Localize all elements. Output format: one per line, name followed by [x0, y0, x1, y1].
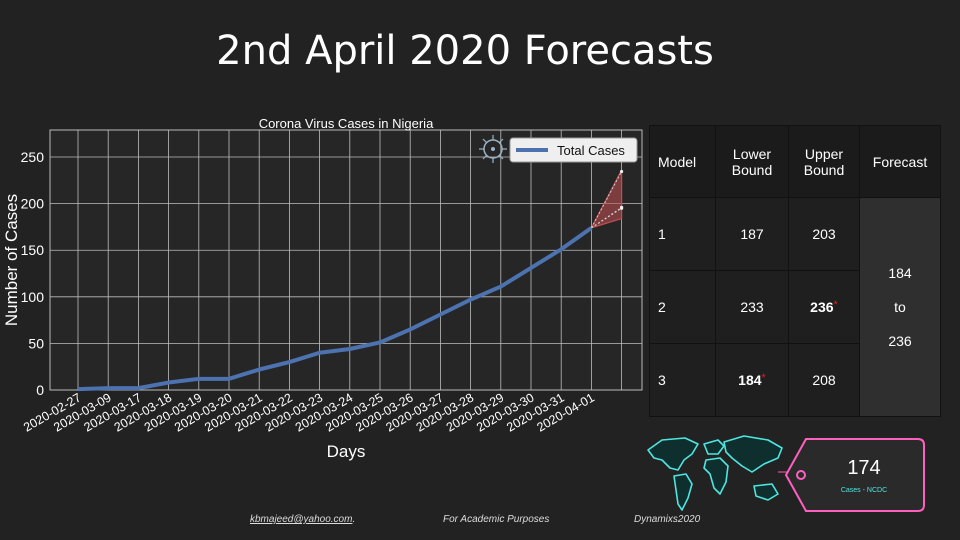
model-cell: 2 — [649, 270, 716, 344]
chart-grid — [50, 130, 642, 391]
chart-legend: Total Cases — [509, 137, 638, 163]
highlight-star: * — [761, 372, 766, 384]
email-suffix: . — [352, 514, 356, 525]
model-cell: 1 — [649, 197, 716, 271]
header-model: Model — [649, 125, 716, 198]
cases-chart: 0 50 100 150 200 250 2020-02-272020-03-092020… — [2, 116, 643, 461]
y-tick-label: 250 — [21, 149, 45, 165]
upper-bound-cell: 203 — [788, 197, 860, 271]
footer-email[interactable]: kbmajeed@yahoo.com. — [250, 514, 355, 525]
footer-purpose: For Academic Purposes — [443, 514, 550, 525]
y-tick-label: 100 — [21, 289, 45, 305]
lower-bound-cell: 233 — [715, 270, 789, 344]
table-row: 1 187 203 184 to 236 — [649, 197, 941, 417]
max-value: 236 — [810, 299, 834, 315]
world-map-icon — [647, 435, 790, 511]
y-axis-label: Number of Cases — [2, 194, 21, 326]
forecast-from: 184 — [888, 265, 912, 281]
y-tick-label: 200 — [21, 196, 45, 212]
forecast-range-cell: 184 to 236 — [859, 197, 941, 417]
forecast-band — [590, 169, 624, 229]
cases-caption: Cases - NCDC — [841, 487, 887, 494]
legend-label: Total Cases — [557, 143, 625, 158]
model-cell: 3 — [649, 343, 716, 417]
min-value: 184 — [738, 372, 762, 388]
forecast-to-word: to — [894, 299, 906, 315]
header-lower-bound: Lower Bound — [715, 125, 789, 198]
footer-brand: Dynamixs2020 — [634, 514, 701, 525]
table-header-row: Model Lower Bound Upper Bound Forecast — [649, 125, 941, 198]
y-tick-label: 50 — [28, 335, 44, 351]
cases-tag: 174 Cases - NCDC — [784, 438, 925, 512]
x-axis-ticks: 2020-02-272020-03-092020-03-172020-03-18… — [21, 390, 597, 434]
highlight-star: * — [833, 299, 838, 311]
virus-icon — [479, 135, 507, 163]
upper-bound-cell: 208 — [788, 343, 860, 417]
y-tick-label: 150 — [21, 242, 45, 258]
forecast-to: 236 — [888, 333, 912, 349]
lower-bound-cell: 187 — [715, 197, 789, 271]
forecast-point — [620, 169, 624, 174]
y-tick-label: 0 — [36, 382, 44, 398]
forecast-table: Model Lower Bound Upper Bound Forecast 1… — [649, 125, 941, 417]
x-axis-label: Days — [327, 442, 366, 461]
upper-bound-cell: 236* — [788, 270, 860, 344]
y-axis-ticks: 0 50 100 150 200 250 — [21, 149, 45, 398]
tag-hole — [796, 470, 806, 480]
forecast-point — [620, 205, 624, 209]
lower-bound-cell: 184* — [715, 343, 789, 417]
series-line-total-cases — [77, 226, 593, 392]
page-title: 2nd April 2020 Forecasts — [216, 28, 714, 74]
cases-value: 174 — [847, 457, 880, 479]
table-row: 2 233 236* — [649, 270, 941, 344]
chart-title: Corona Virus Cases in Nigeria — [259, 116, 434, 131]
header-forecast: Forecast — [859, 125, 941, 198]
email-link[interactable]: kbmajeed@yahoo.com — [250, 514, 353, 525]
header-upper-bound: Upper Bound — [788, 125, 860, 198]
table-row: 3 184* 208 — [649, 343, 941, 417]
forecast-model-line — [590, 171, 623, 229]
